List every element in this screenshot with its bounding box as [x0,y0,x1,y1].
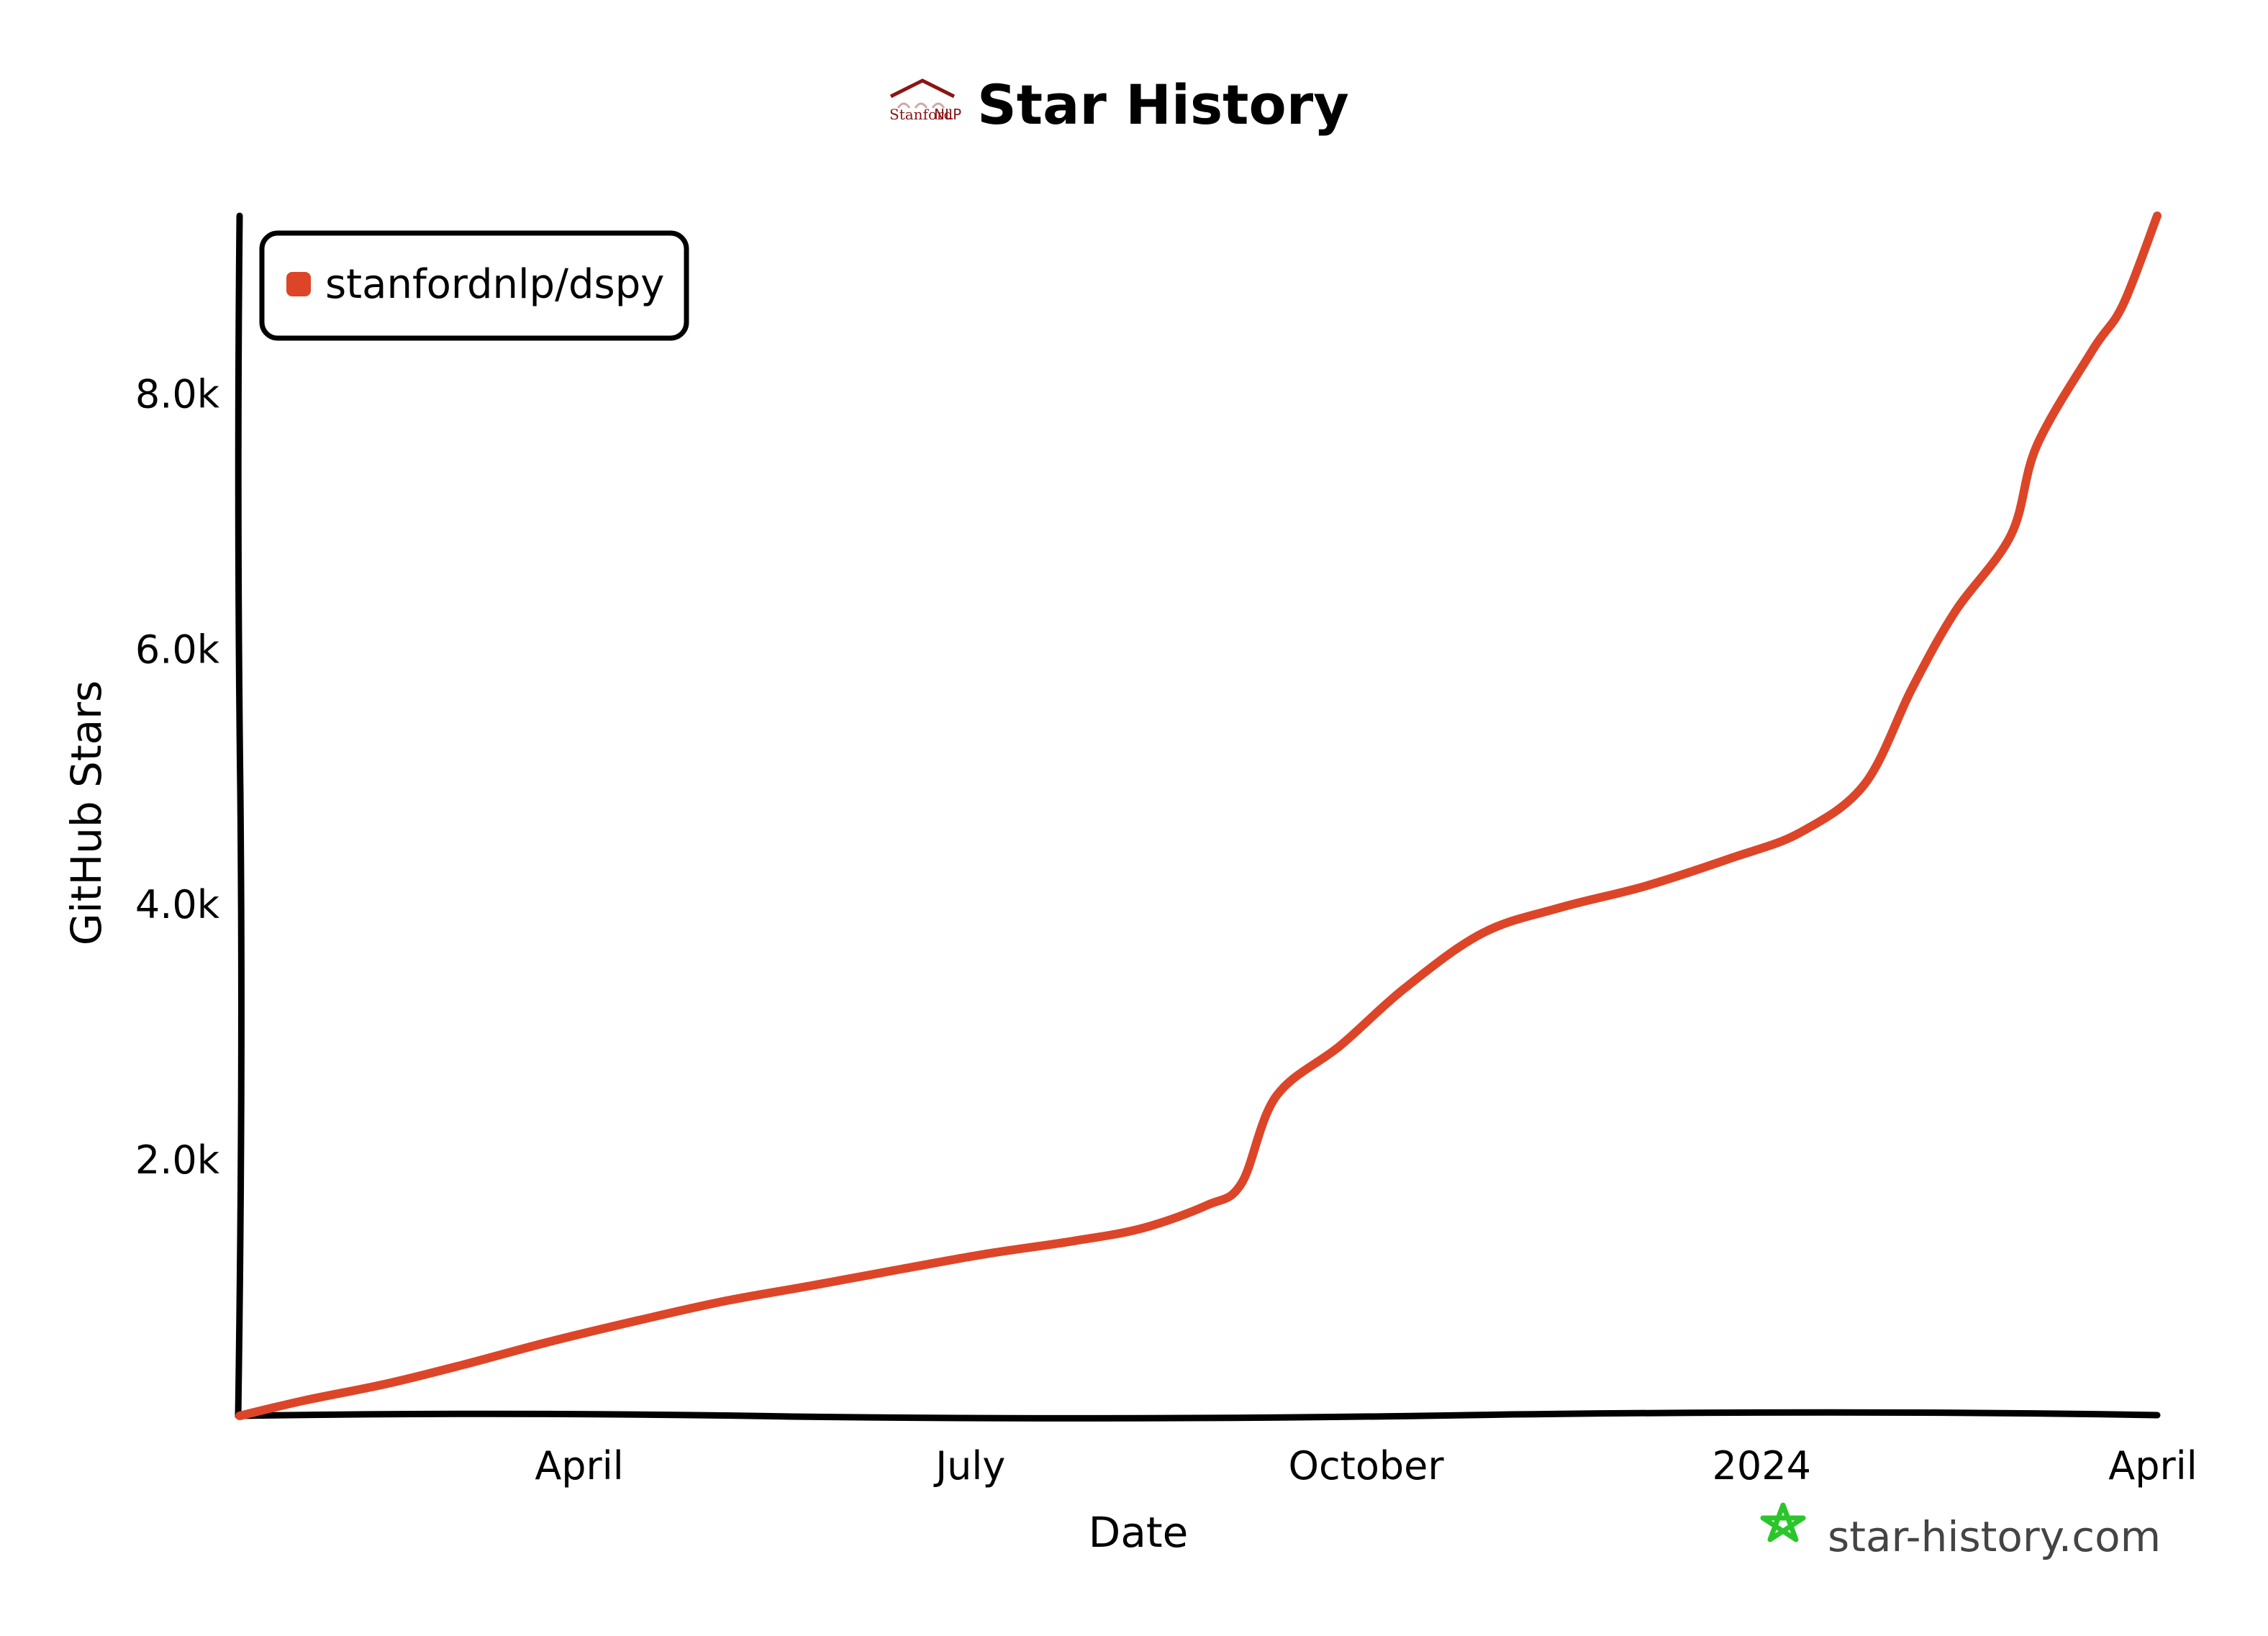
x-tick-label: April [535,1443,623,1489]
x-tick-label: 2024 [1713,1443,1811,1489]
series-line-0 [235,212,2162,1420]
star-icon [1760,1502,1806,1542]
x-axis-label: Date [1089,1508,1189,1557]
header: Stanford NLP Star History [889,73,1349,137]
y-tick-label: 4.0k [135,882,220,927]
x-axis [235,1409,2161,1422]
chart-title: Star History [977,73,1349,137]
y-tick-label: 2.0k [135,1137,220,1183]
legend-box [259,230,689,341]
x-tick-labels: April July October 2024 April [535,1443,2197,1489]
watermark-text: star-history.com [1828,1512,2161,1561]
x-tick-label: October [1288,1443,1444,1489]
y-axis-label: GitHub Stars [62,681,111,946]
legend: stanfordnlp/dspy [259,230,689,341]
legend-label: stanfordnlp/dspy [325,261,664,308]
y-axis-line [235,212,245,1419]
x-tick-label: July [933,1443,1005,1489]
x-tick-label: April [2108,1443,2197,1489]
y-tick-label: 6.0k [135,627,220,672]
y-tick-labels: 2.0k 4.0k 6.0k 8.0k [135,371,220,1183]
logo-text-left: Stanford [889,106,953,123]
x-axis-line [235,1409,2161,1422]
legend-swatch [286,272,311,296]
y-axis [235,212,245,1419]
series-layer [235,212,2162,1420]
watermark: star-history.com [1760,1502,2161,1561]
y-tick-label: 8.0k [135,371,220,417]
stanford-nlp-logo: Stanford NLP [889,78,961,123]
logo-text-right: NLP [934,106,961,123]
